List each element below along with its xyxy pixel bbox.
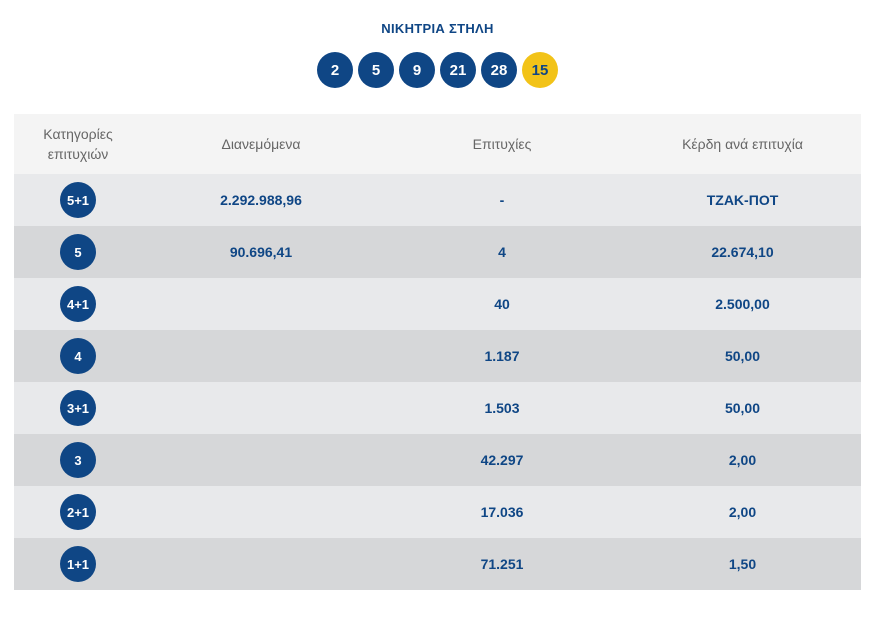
number-ball: 21 [440, 52, 476, 88]
prize-per-winner: 2,00 [728, 452, 757, 468]
column-header-distributed: Διανεμόμενα [221, 136, 301, 152]
category-badge: 1+1 [60, 546, 96, 582]
distributed-amount: 2.292.988,96 [220, 192, 302, 208]
distributed-amount [142, 434, 380, 486]
distributed-amount: 90.696,41 [229, 244, 293, 260]
table-row: 3 42.297 2,00 [14, 434, 861, 486]
number-ball: 5 [358, 52, 394, 88]
column-header-prize: Κέρδη ανά επιτυχία [682, 136, 803, 152]
prize-per-winner: 1,50 [728, 556, 757, 572]
category-badge: 5+1 [60, 182, 96, 218]
category-badge: 4+1 [60, 286, 96, 322]
category-badge: 4 [60, 338, 96, 374]
table-row: 2+1 17.036 2,00 [14, 486, 861, 538]
distributed-amount [142, 330, 380, 382]
prize-per-winner: 50,00 [724, 400, 761, 416]
winning-column-title: ΝΙΚΗΤΡΙΑ ΣΤΗΛΗ [381, 21, 494, 36]
winners-count: 1.187 [484, 348, 520, 364]
distributed-amount [142, 486, 380, 538]
table-row: 4 1.187 50,00 [14, 330, 861, 382]
prize-table: Κατηγορίες επιτυχιών Διανεμόμενα Επιτυχί… [14, 114, 861, 590]
number-ball: 2 [317, 52, 353, 88]
winning-column-header: ΝΙΚΗΤΡΙΑ ΣΤΗΛΗ 2 5 9 21 28 15 [0, 0, 875, 100]
winners-count: 42.297 [480, 452, 524, 468]
winning-numbers: 2 5 9 21 28 15 [0, 52, 875, 88]
table-header-row: Κατηγορίες επιτυχιών Διανεμόμενα Επιτυχί… [14, 114, 861, 174]
table-row: 5 90.696,41 4 22.674,10 [14, 226, 861, 278]
table-row: 4+1 40 2.500,00 [14, 278, 861, 330]
table-row: 3+1 1.503 50,00 [14, 382, 861, 434]
category-badge: 2+1 [60, 494, 96, 530]
category-badge: 3+1 [60, 390, 96, 426]
prize-per-winner: 50,00 [724, 348, 761, 364]
winners-count: 17.036 [480, 504, 524, 520]
bonus-ball: 15 [522, 52, 558, 88]
number-ball: 28 [481, 52, 517, 88]
table-row: 5+1 2.292.988,96 - ΤΖΑΚ-ΠΟΤ [14, 174, 861, 226]
prize-per-winner: ΤΖΑΚ-ΠΟΤ [706, 192, 779, 208]
prize-per-winner: 2,00 [728, 504, 757, 520]
winners-count: 40 [494, 296, 510, 312]
column-header-category: Κατηγορίες επιτυχιών [43, 126, 113, 162]
winners-count: - [499, 192, 505, 208]
winners-count: 71.251 [480, 556, 524, 572]
prize-per-winner: 2.500,00 [715, 296, 770, 312]
winners-count: 1.503 [484, 400, 520, 416]
prize-per-winner: 22.674,10 [711, 244, 774, 260]
distributed-amount [142, 538, 380, 590]
distributed-amount [142, 382, 380, 434]
table-row: 1+1 71.251 1,50 [14, 538, 861, 590]
category-badge: 3 [60, 442, 96, 478]
category-badge: 5 [60, 234, 96, 270]
distributed-amount [142, 278, 380, 330]
column-header-winners: Επιτυχίες [472, 136, 532, 152]
number-ball: 9 [399, 52, 435, 88]
winners-count: 4 [498, 244, 506, 260]
